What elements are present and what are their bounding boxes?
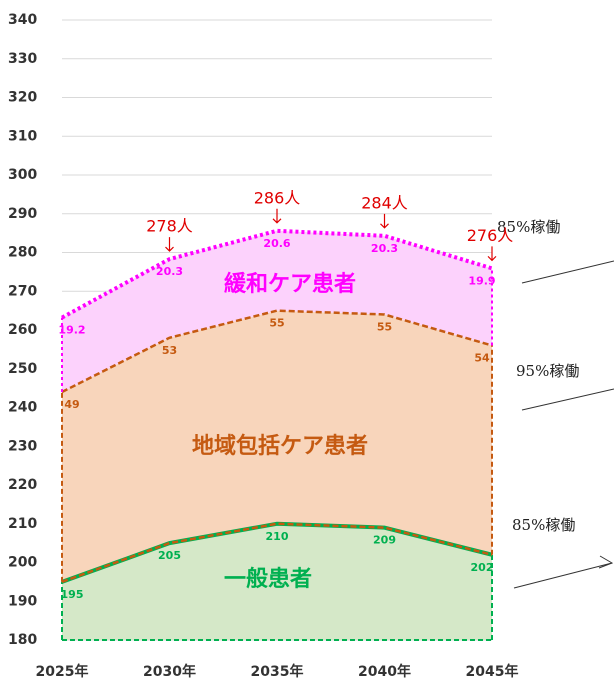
data-label: 55 [269, 317, 284, 330]
y-tick-label: 310 [8, 128, 37, 144]
total-arrow [380, 213, 389, 229]
y-tick-label: 290 [8, 206, 37, 222]
data-label: 49 [64, 398, 79, 411]
y-tick-label: 330 [8, 51, 37, 67]
note: 95%稼働 [516, 362, 579, 380]
area [62, 230, 492, 392]
y-tick-label: 230 [8, 438, 37, 454]
y-tick-label: 300 [8, 167, 37, 183]
x-tick-label: 2045年 [466, 663, 519, 680]
y-tick-label: 270 [8, 283, 37, 299]
side-notes: 85%稼働 95%稼働 85%稼働 [497, 218, 614, 589]
line [61, 228, 493, 320]
y-tick-label: 200 [8, 555, 37, 571]
area [62, 523, 492, 640]
data-label: 54 [474, 352, 490, 365]
y-tick-label: 240 [8, 400, 37, 416]
y-tick-label: 210 [8, 516, 37, 532]
note-line [513, 562, 613, 589]
note-line [521, 388, 614, 411]
data-label: 20.3 [156, 265, 183, 278]
note-arrowhead [598, 555, 614, 569]
series-label: 一般患者 [224, 566, 312, 592]
note-line [521, 260, 614, 284]
data-label: 202 [471, 561, 494, 574]
line [61, 522, 493, 584]
y-tick-label: 220 [8, 477, 37, 493]
y-tick-label: 190 [8, 593, 37, 609]
total-label: 276人 [467, 226, 514, 245]
data-label: 195 [61, 588, 84, 601]
total-label: 286人 [254, 188, 301, 207]
y-tick-label: 280 [8, 245, 37, 261]
area [62, 310, 492, 582]
series-label: 緩和ケア患者 [224, 271, 356, 297]
y-tick-label: 260 [8, 322, 37, 338]
x-tick-label: 2035年 [251, 663, 304, 680]
data-label: 55 [377, 321, 392, 334]
total-arrow [272, 208, 282, 224]
total-arrow [487, 246, 497, 262]
total-label: 284人 [361, 193, 408, 212]
y-tick-label: 320 [8, 90, 37, 106]
x-tick-label: 2040年 [358, 663, 411, 680]
data-label: 205 [158, 549, 181, 562]
series-label: 地域包括ケア患者 [192, 433, 368, 459]
total-label: 278人 [146, 217, 193, 236]
data-label: 19.9 [468, 274, 495, 287]
data-label: 19.2 [58, 324, 85, 337]
data-label: 209 [373, 534, 396, 547]
note: 85%稼働 [497, 218, 560, 236]
y-tick-label: 180 [8, 632, 37, 648]
x-tick-label: 2030年 [143, 663, 196, 680]
plot [61, 19, 493, 641]
data-label: 53 [162, 344, 177, 357]
note: 85%稼働 [512, 516, 575, 534]
y-tick-label: 250 [8, 361, 37, 377]
x-tick-label: 2025年 [36, 663, 89, 680]
data-label: 20.3 [371, 242, 398, 255]
total-arrow [165, 237, 174, 252]
data-label: 210 [266, 530, 289, 543]
data-label: 20.6 [263, 237, 290, 250]
y-tick-label: 340 [8, 12, 37, 28]
